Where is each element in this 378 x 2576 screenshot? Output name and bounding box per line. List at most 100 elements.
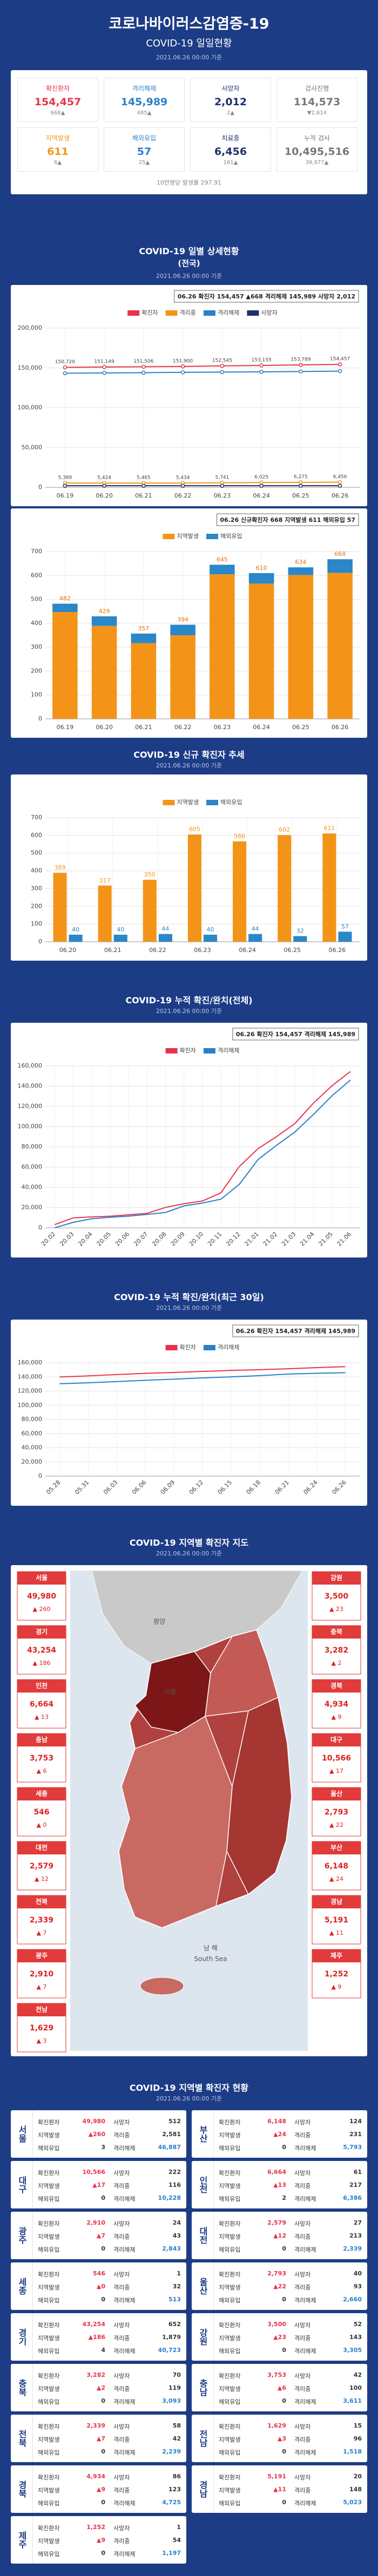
region-change: ▲ 9 (332, 1714, 342, 1721)
stat-value: 611 (47, 146, 69, 158)
x-tick-label: 06.21 (135, 724, 152, 731)
field-label: 격리중 (294, 2284, 311, 2291)
field-label: 격리중 (113, 2487, 130, 2494)
data-label: 5,389 (58, 475, 72, 481)
x-tick-label: 06.21 (274, 1479, 291, 1496)
chart-box: 06.26 확진자 154,457 격리해제 145,989 확진자 격리해제 0 20… (11, 1320, 367, 1506)
point (180, 370, 185, 375)
field-label: 지역발생 (219, 2487, 241, 2494)
data-label: 150,720 (55, 359, 75, 365)
region-change: ▲ 0 (37, 1821, 47, 1829)
x-tick-label: 20.12 (225, 1231, 241, 1247)
annotation: 06.26 확진자 154,457 ▲668 격리해제 145,989 사망자 … (178, 293, 355, 300)
field-value: 100 (349, 2384, 362, 2391)
bar (143, 880, 157, 942)
field-label: 격리해제 (294, 2246, 316, 2253)
region-name: 전남 (192, 2415, 214, 2462)
legend-swatch (165, 1048, 178, 1053)
field-value: 546 (93, 2270, 105, 2277)
field-value: ▲12 (273, 2232, 286, 2239)
data-label: 44 (161, 926, 169, 933)
field-label: 격리중 (113, 2132, 130, 2139)
section-title: COVID-19 일별 상세현황 (139, 246, 239, 256)
y-tick-label: 40,000 (22, 1444, 43, 1451)
point (259, 370, 264, 374)
jeju (140, 1977, 184, 1995)
data-label: 40 (117, 926, 124, 933)
field-label: 확진환자 (38, 2271, 60, 2278)
field-value: 32 (172, 2283, 181, 2290)
region-head (17, 2003, 66, 2016)
x-tick-label: 06.19 (57, 492, 74, 499)
legend-swatch (165, 1345, 178, 1350)
field-label: 격리중 (294, 2436, 311, 2443)
y-tick-label: 300 (31, 885, 42, 892)
region-head (312, 1949, 361, 1962)
region-value: 546 (33, 1808, 49, 1817)
y-tick-label: 20,000 (22, 1458, 43, 1465)
x-tick-label: 06.24 (239, 947, 256, 954)
stat-change: 181▲ (223, 160, 238, 166)
section-date: 2021.06.26 00:00 기준 (156, 762, 222, 769)
point (220, 370, 225, 375)
region-name: 충남 (36, 1736, 48, 1744)
annotation: 06.26 확진자 154,457 격리해제 145,989 (236, 1327, 355, 1335)
data-label: 6,456 (333, 474, 347, 480)
region-name: 전북 (36, 1898, 48, 1906)
stat-value: 10,495,516 (284, 146, 350, 158)
field-label: 지역발생 (219, 2183, 241, 2190)
field-value: 5,793 (343, 2144, 362, 2151)
data-label: 44 (252, 926, 259, 933)
stat-cell: 격리해제 145,989 485▲ (104, 78, 185, 122)
section-title: COVID-19 누적 확진/완치(최근 30일) (114, 1292, 264, 1302)
bar (248, 934, 262, 942)
region-name: 대전 (36, 1844, 48, 1852)
legend-swatch (203, 310, 215, 316)
region-change: ▲ 2 (332, 1660, 342, 1667)
region-change: ▲ 3 (37, 2037, 47, 2044)
data-label: 350 (144, 871, 156, 878)
x-tick-label: 06.22 (149, 947, 166, 954)
region-card: 전북 확진환자 2,339 사망자 58 지역발생 ▲7 격리중 42 해외유입 0 격리해제 2,23… (11, 2415, 186, 2462)
field-label: 확진환자 (38, 2423, 60, 2430)
legend-swatch (203, 1345, 215, 1350)
x-tick-label: 06.18 (245, 1479, 262, 1496)
field-value: 2 (282, 2194, 286, 2201)
data-label: 40 (72, 926, 79, 933)
field-value: 1,518 (343, 2448, 362, 2455)
x-tick-label: 06.15 (217, 1479, 233, 1496)
field-label: 확진환자 (219, 2373, 241, 2380)
field-value: 2,581 (162, 2131, 181, 2138)
region-name: 강원 (330, 1574, 342, 1582)
field-value: 42 (172, 2435, 181, 2442)
x-tick-label: 05.31 (73, 1479, 90, 1496)
total-label: 482 (59, 595, 71, 602)
region-card: 전남 확진환자 1,629 사망자 15 지역발생 ▲3 격리중 96 해외유입 0 격리해제 1,51… (192, 2415, 367, 2462)
point (102, 365, 106, 369)
field-value: 20 (353, 2473, 362, 2480)
legend: 지역발생 해외유입 (163, 798, 242, 806)
y-tick-label: 0 (38, 1472, 42, 1479)
legend-label: 사망자 (261, 309, 277, 316)
x-tick-label: 06.25 (292, 492, 309, 499)
bar-segment (288, 567, 314, 575)
data-label: 153,155 (252, 358, 272, 363)
bar-segment (248, 573, 274, 584)
region-value: 49,980 (27, 1592, 56, 1601)
y-tick-label: 100 (31, 920, 42, 927)
region-card: 광주 확진환자 2,910 사망자 24 지역발생 ▲7 격리중 43 해외유입 0 격리해제 2,84… (11, 2212, 186, 2259)
x-tick-label: 21.05 (317, 1231, 334, 1247)
stat-label: 누적 검사 (304, 134, 330, 142)
y-tick-label: 0 (38, 484, 42, 491)
stat-cell: 치료중 6,456 181▲ (190, 127, 271, 172)
page-title: 코로나바이러스감염증-19 (109, 16, 269, 32)
stat-cell: 지역발생 611 6▲ (17, 127, 98, 172)
field-value: 54 (172, 2537, 181, 2544)
field-value: 222 (168, 2169, 181, 2176)
field-label: 사망자 (294, 2220, 311, 2227)
legend-swatch (203, 1048, 215, 1053)
x-tick-label: 20.09 (170, 1231, 186, 1247)
x-tick-label: 06.26 (329, 947, 346, 954)
y-tick-label: 160,000 (18, 1062, 43, 1069)
